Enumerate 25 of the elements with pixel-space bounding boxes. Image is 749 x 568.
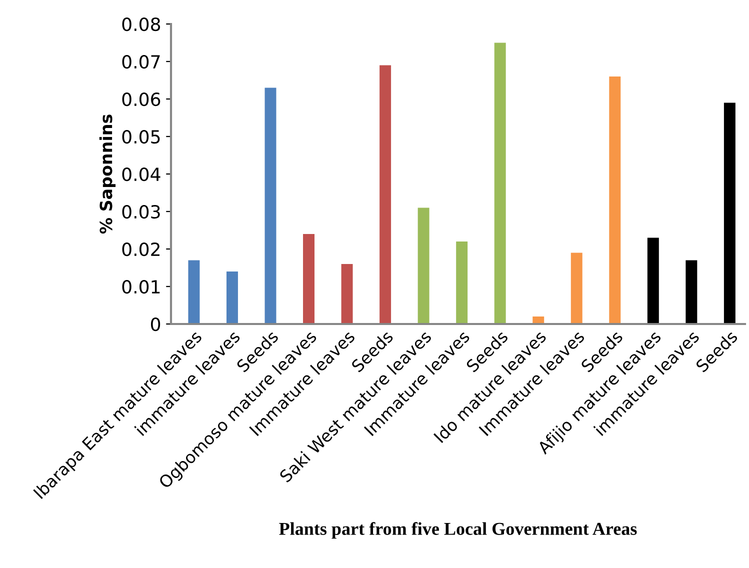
y-tick-label: 0.05 [122, 130, 160, 144]
y-tick-label: 0 [150, 317, 160, 332]
bar [264, 88, 276, 324]
bar [303, 234, 314, 324]
bar [647, 238, 659, 324]
bar [341, 264, 353, 324]
y-tick-label: 0.02 [122, 242, 160, 256]
bar [494, 42, 506, 324]
y-tick-label: 0.06 [122, 92, 160, 106]
bar [456, 242, 468, 324]
y-tick-label: 0.04 [122, 167, 160, 182]
bar [570, 252, 582, 324]
y-tick-label: 0.08 [122, 17, 160, 32]
bar [686, 260, 698, 324]
bar [188, 260, 200, 324]
bar [380, 65, 392, 324]
y-tick-label: 0.07 [122, 54, 160, 69]
y-tick-label: 0.01 [122, 280, 160, 294]
x-axis-title: Plants part from five Local Government Areas [279, 522, 637, 539]
bar [418, 208, 430, 324]
bar [226, 272, 238, 324]
bar [724, 102, 736, 324]
bar [609, 76, 621, 324]
y-axis-title: % Saponnins [99, 114, 116, 234]
y-tick-label: 0.03 [122, 204, 160, 219]
